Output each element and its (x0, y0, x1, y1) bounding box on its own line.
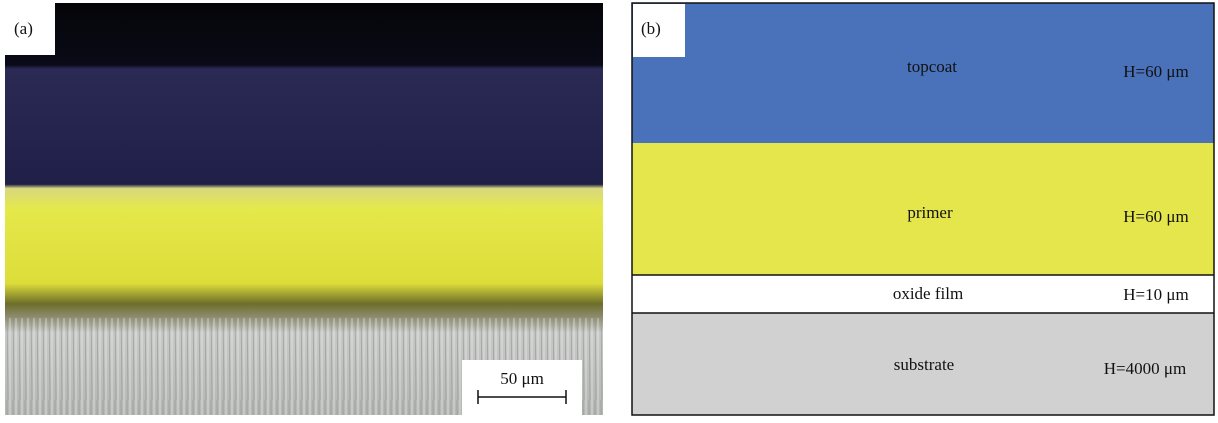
panel-a: (a) 50 μm (5, 3, 603, 415)
layer-thickness: H=60 μm (1123, 62, 1188, 81)
panel-b: (b) topcoat H=60 μm primer H=60 μm oxide… (632, 3, 1214, 415)
layer-name: substrate (894, 355, 954, 374)
panel-label: (a) (14, 19, 33, 38)
layer-name: topcoat (907, 57, 957, 76)
page: (a) 50 μm (b) topcoat H=60 μm primer H=6… (0, 0, 1218, 418)
layer-thickness: H=10 μm (1123, 285, 1188, 304)
layer-thickness: H=4000 μm (1104, 359, 1186, 378)
layer-name: oxide film (893, 284, 963, 303)
layer-thickness: H=60 μm (1123, 207, 1188, 226)
figure: (a) 50 μm (b) topcoat H=60 μm primer H=6… (0, 0, 1218, 418)
scale-bar-label: 50 μm (500, 369, 544, 388)
layer-name: primer (907, 203, 953, 222)
panel-label: (b) (641, 19, 661, 38)
